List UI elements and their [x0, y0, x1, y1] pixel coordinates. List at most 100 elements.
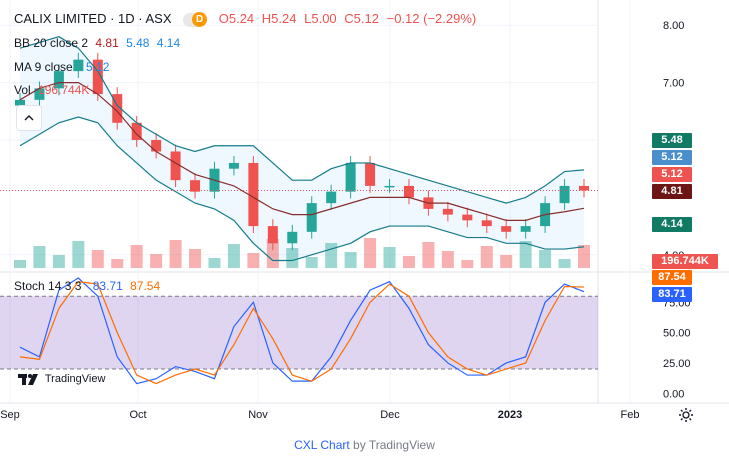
- bb-upper-line: [19, 36, 585, 204]
- tag-bb-basis: 4.81: [652, 184, 692, 199]
- market-status-badge[interactable]: D: [183, 11, 208, 27]
- candle-body: [248, 162, 259, 227]
- ohlc-open: O5.24: [218, 11, 255, 26]
- vol-label: Vol: [14, 83, 31, 97]
- price-tick-label: 8.00: [663, 20, 684, 32]
- time-tick-label: Nov: [248, 409, 268, 421]
- volume-bar: [422, 242, 435, 268]
- volume-bar: [111, 259, 124, 268]
- tag-volume: 196.744K: [652, 254, 718, 269]
- tag-bb-upper: 5.48: [652, 133, 692, 148]
- footer-by: by TradingView: [349, 438, 435, 452]
- candles: [15, 52, 589, 251]
- bollinger-band-fill: [20, 36, 584, 261]
- stoch-d-value: 87.54: [130, 279, 161, 293]
- candle-body: [501, 226, 512, 232]
- bb-value-upper: 5.48: [126, 36, 150, 50]
- stoch-band-fill: [0, 296, 598, 370]
- candle-body: [15, 99, 25, 106]
- volume-bar: [480, 246, 493, 268]
- volume-bar: [305, 257, 318, 268]
- candle-body: [384, 185, 395, 188]
- candle-body: [345, 162, 356, 192]
- candle-body: [228, 162, 239, 169]
- candle-body: [462, 214, 473, 221]
- bb-basis-line: [19, 82, 585, 221]
- ohlc-change: −0.12 (−2.29%): [386, 11, 477, 26]
- tradingview-brand: TradingView: [44, 372, 106, 385]
- bb-area: [20, 36, 584, 261]
- ma-label: MA 9 close: [14, 60, 73, 74]
- tradingview-logo-icon: [18, 374, 38, 385]
- bb-label: BB 20 close 2: [14, 36, 89, 50]
- footer-symbol-link[interactable]: CXL Chart: [294, 438, 350, 452]
- stoch-tick-label: 25.00: [663, 358, 691, 370]
- collapse-legend-button[interactable]: [16, 105, 42, 131]
- candle-body: [579, 185, 589, 191]
- volume-bar: [519, 241, 532, 268]
- volume-bar: [227, 244, 240, 268]
- tradingview-watermark[interactable]: TradingView: [18, 372, 105, 386]
- chevron-up-icon: [24, 115, 34, 121]
- ma-value: 5.12: [86, 60, 110, 74]
- candle-body: [481, 220, 492, 227]
- time-tick-label: 2023: [498, 409, 522, 421]
- bb-value-lower: 4.14: [156, 36, 181, 50]
- tag-stoch-d: 87.54: [652, 270, 692, 285]
- volume-bar: [91, 250, 104, 268]
- stoch-k-value: 83.71: [92, 279, 123, 293]
- bb-lower-line: [19, 116, 585, 262]
- volume-bar: [500, 255, 513, 268]
- candle-body: [151, 140, 162, 152]
- symbol-title: CALIX LIMITED · 1D · ASX: [14, 11, 172, 26]
- bb-legend[interactable]: BB 20 close 2 4.81 5.48 4.14: [14, 35, 184, 51]
- tag-stoch-k: 83.71: [652, 287, 692, 302]
- stoch-d-line: [19, 281, 585, 385]
- volume-bar: [325, 243, 338, 268]
- tag-ma: 5.12: [652, 150, 692, 165]
- volume-bar: [286, 248, 299, 268]
- vol-value: 196.744K: [38, 83, 90, 97]
- volume-bars: [14, 238, 590, 268]
- ma-legend[interactable]: MA 9 close 5.12: [14, 59, 113, 75]
- price-tick-label: 7.00: [663, 78, 684, 90]
- ohlc-close: C5.12: [344, 11, 379, 26]
- candle-body: [520, 226, 531, 232]
- gear-icon[interactable]: [678, 407, 694, 423]
- volume-bar: [441, 251, 454, 268]
- volume-bar: [539, 250, 552, 268]
- volume-bar: [402, 256, 415, 268]
- candle-body: [53, 71, 64, 89]
- vol-legend[interactable]: Vol 196.744K: [14, 82, 93, 98]
- tag-close: 5.12: [652, 167, 692, 182]
- volume-bar: [72, 241, 85, 268]
- volume-bar: [33, 246, 46, 268]
- candle-body: [73, 59, 84, 72]
- stoch-label: Stoch 14 3 3: [14, 279, 82, 293]
- candle-body: [92, 59, 103, 95]
- time-tick-label: Sep: [0, 409, 20, 421]
- volume-bar: [14, 260, 26, 268]
- time-tick-label: Feb: [621, 409, 640, 421]
- time-tick-label: Dec: [380, 409, 400, 421]
- bb-value-basis: 4.81: [95, 36, 119, 50]
- candle-body: [112, 94, 123, 123]
- volume-bar: [578, 245, 590, 268]
- time-tick-label: Oct: [129, 409, 146, 421]
- stoch-tick-label: 50.00: [663, 328, 691, 340]
- tag-bb-lower: 4.14: [652, 217, 692, 232]
- volume-bar: [169, 240, 182, 268]
- symbol-legend: CALIX LIMITED · 1D · ASX D O5.24 H5.24 L…: [14, 11, 480, 27]
- candle-body: [131, 122, 142, 140]
- stoch-legend[interactable]: Stoch 14 3 3 83.71 87.54: [14, 278, 164, 294]
- candle-body: [559, 185, 570, 204]
- badge-letter: D: [192, 11, 208, 27]
- volume-bar: [247, 253, 260, 268]
- volume-bar: [189, 249, 202, 268]
- volume-bar: [208, 258, 221, 268]
- volume-bar: [461, 260, 474, 268]
- candle-body: [365, 162, 376, 186]
- candle-body: [442, 208, 453, 215]
- candle-body: [170, 151, 181, 181]
